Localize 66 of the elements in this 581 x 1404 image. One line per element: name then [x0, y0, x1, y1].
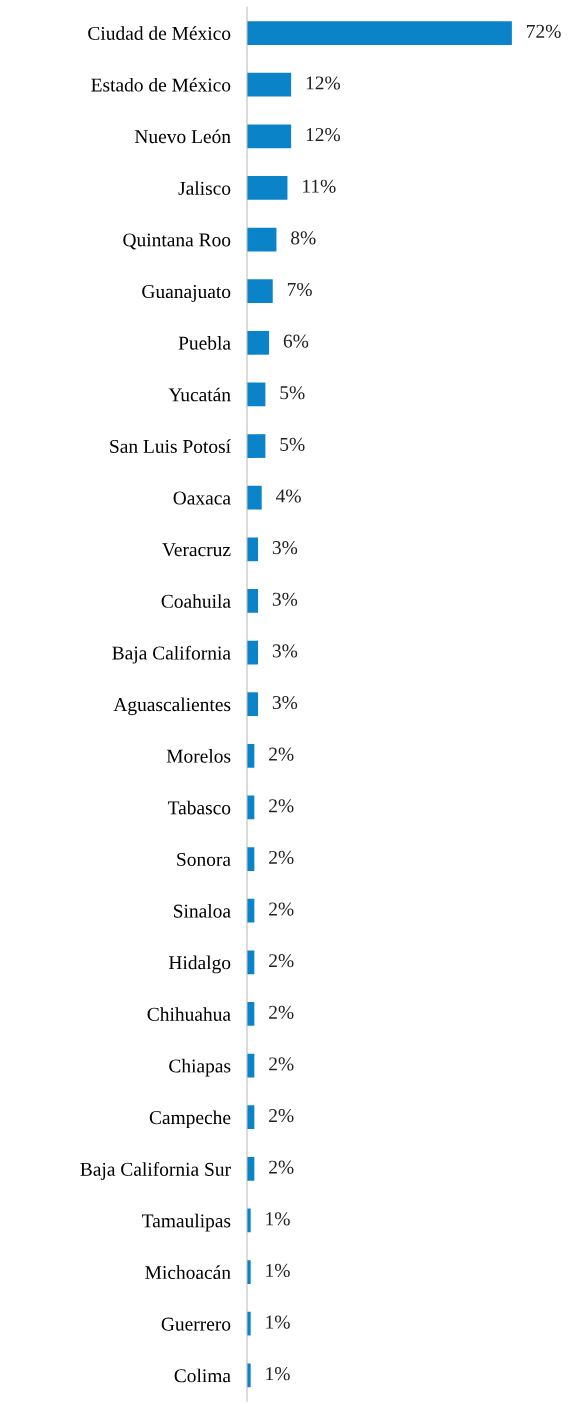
y-tick-label: Colima [174, 1368, 231, 1383]
bar [247, 330, 270, 355]
data-label: 3% [272, 644, 298, 658]
bar [247, 227, 277, 252]
y-tick-label: Estado de México [91, 77, 231, 92]
y-tick-label: Tabasco [167, 800, 231, 815]
y-tick-label: Hidalgo [168, 955, 231, 974]
y-tick-label: San Luis Potosí [110, 439, 231, 453]
data-label: 8% [291, 231, 316, 245]
y-tick-label: Michoacán [145, 1265, 231, 1280]
y-tick-label: Baja California [112, 645, 231, 664]
data-label: 12% [306, 128, 341, 142]
data-label: 2% [269, 1108, 294, 1123]
bar [247, 279, 273, 304]
y-tick-label: Aguascalientes [113, 697, 231, 716]
data-label: 3% [272, 592, 298, 606]
data-label: 11% [303, 179, 336, 193]
data-label: 6% [283, 334, 309, 348]
bar [247, 72, 292, 97]
data-label: 1% [266, 1315, 290, 1329]
data-label: 2% [269, 902, 294, 916]
bar [247, 692, 259, 717]
y-tick-label: Coahuila [161, 594, 231, 608]
data-label: 2% [269, 1057, 294, 1071]
data-label: 1% [266, 1212, 290, 1226]
y-tick-label: Oaxaca [173, 491, 231, 505]
data-label: 4% [275, 489, 301, 503]
y-tick-label: Morelos [166, 749, 231, 763]
y-tick-label: Veracruz [162, 543, 231, 557]
data-label: 7% [287, 282, 312, 297]
bar [247, 537, 259, 562]
data-label: 2% [269, 1005, 294, 1019]
y-tick-label: Nuevo León [134, 129, 231, 144]
y-tick-label: Guanajuato [142, 285, 231, 303]
data-label: 3% [272, 541, 298, 555]
y-tick-label: Baja California Sur [80, 1162, 231, 1180]
y-tick-label: Tamaulipas [142, 1213, 231, 1232]
data-label: 2% [269, 799, 294, 813]
data-label: 2% [269, 1160, 294, 1174]
data-label: 5% [280, 386, 305, 400]
bar [247, 21, 512, 45]
data-label: 5% [280, 437, 305, 451]
bar [247, 485, 262, 510]
data-label: 1% [266, 1263, 290, 1278]
bar [247, 434, 266, 458]
data-label: 2% [269, 850, 294, 865]
y-tick-label: Campeche [149, 1110, 231, 1129]
y-tick-label: Jalisco [178, 181, 231, 195]
data-label: 1% [266, 1367, 290, 1381]
y-tick-label: Puebla [178, 336, 231, 350]
data-label: 2% [269, 747, 294, 761]
y-tick-label: Ciudad de México [88, 26, 231, 40]
bar [247, 176, 288, 200]
y-tick-label: Chihuahua [147, 1007, 231, 1021]
y-tick-label: Guerrero [161, 1317, 231, 1331]
bar [247, 589, 259, 613]
y-tick-label: Sonora [177, 852, 231, 867]
data-label: 3% [272, 695, 298, 710]
y-tick-label: Quintana Roo [123, 233, 231, 250]
data-label: 2% [269, 954, 294, 968]
y-tick-label: Sinaloa [174, 903, 231, 918]
data-label: 12% [306, 76, 341, 90]
bar [247, 124, 292, 149]
y-tick-label: Chiapas [169, 1058, 231, 1077]
y-tick-label: Yucatán [168, 387, 231, 402]
data-label: 72% [527, 24, 561, 38]
